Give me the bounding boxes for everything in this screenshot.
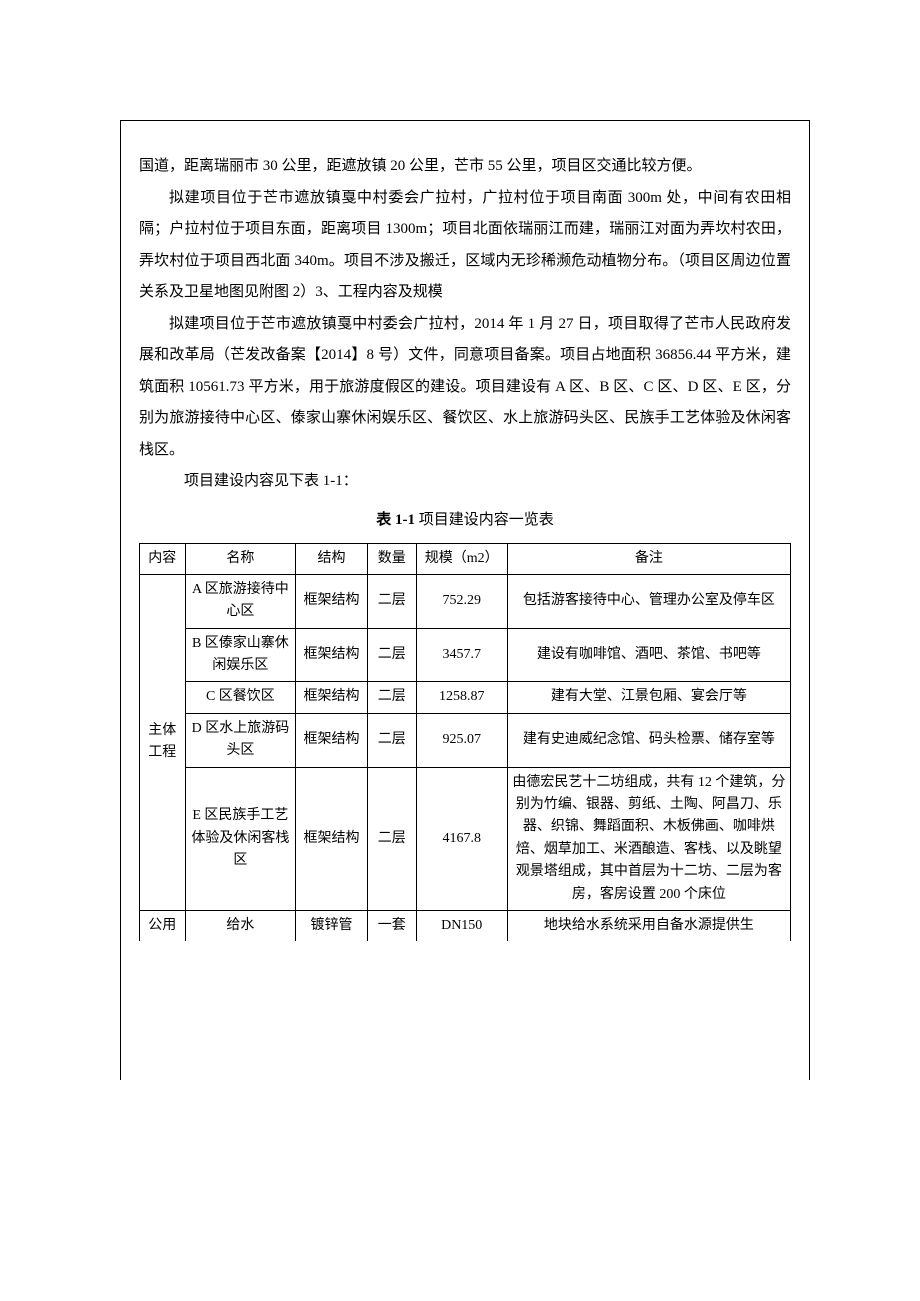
document-content-box: 国道，距离瑞丽市 30 公里，距遮放镇 20 公里，芒市 55 公里，项目区交通… — [120, 120, 810, 1080]
cell-qty: 二层 — [367, 713, 416, 767]
table-title-prefix: 表 1-1 — [376, 512, 419, 528]
cell-struct: 框架结构 — [296, 713, 368, 767]
cell-name: A 区旅游接待中心区 — [185, 574, 296, 628]
cell-struct: 框架结构 — [296, 682, 368, 713]
cell-scale: 752.29 — [416, 574, 507, 628]
cell-note: 地块给水系统采用自备水源提供生 — [507, 910, 790, 941]
cell-qty: 二层 — [367, 574, 416, 628]
cell-note: 建有史迪威纪念馆、码头检票、储存室等 — [507, 713, 790, 767]
table-title: 表 1-1 项目建设内容一览表 — [139, 508, 791, 529]
header-name: 名称 — [185, 543, 296, 574]
table-row: B 区傣家山寨休闲娱乐区 框架结构 二层 3457.7 建设有咖啡馆、酒吧、茶馆… — [140, 628, 791, 682]
header-structure: 结构 — [296, 543, 368, 574]
paragraph-4: 项目建设内容见下表 1-1： — [139, 466, 791, 498]
paragraph-3: 拟建项目位于芒市遮放镇戛中村委会广拉村，2014 年 1 月 27 日，项目取得… — [139, 309, 791, 467]
cell-qty: 二层 — [367, 628, 416, 682]
header-quantity: 数量 — [367, 543, 416, 574]
table-row: 主体工程 A 区旅游接待中心区 框架结构 二层 752.29 包括游客接待中心、… — [140, 574, 791, 628]
table-header-row: 内容 名称 结构 数量 规模（m2） 备注 — [140, 543, 791, 574]
paragraph-2: 拟建项目位于芒市遮放镇戛中村委会广拉村，广拉村位于项目南面 300m 处，中间有… — [139, 183, 791, 309]
paragraph-1: 国道，距离瑞丽市 30 公里，距遮放镇 20 公里，芒市 55 公里，项目区交通… — [139, 151, 791, 183]
header-note: 备注 — [507, 543, 790, 574]
table-row: D 区水上旅游码头区 框架结构 二层 925.07 建有史迪威纪念馆、码头检票、… — [140, 713, 791, 767]
cell-name: 给水 — [185, 910, 296, 941]
cell-name: B 区傣家山寨休闲娱乐区 — [185, 628, 296, 682]
group-main-project: 主体工程 — [140, 574, 186, 910]
cell-name: C 区餐饮区 — [185, 682, 296, 713]
cell-struct: 镀锌管 — [296, 910, 368, 941]
table-title-text: 项目建设内容一览表 — [419, 512, 554, 528]
cell-struct: 框架结构 — [296, 574, 368, 628]
cell-qty: 一套 — [367, 910, 416, 941]
table-row: 公用 给水 镀锌管 一套 DN150 地块给水系统采用自备水源提供生 — [140, 910, 791, 941]
project-construction-table: 内容 名称 结构 数量 规模（m2） 备注 主体工程 A 区旅游接待中心区 框架… — [139, 543, 791, 942]
cell-scale: 4167.8 — [416, 767, 507, 910]
cell-note: 建有大堂、江景包厢、宴会厅等 — [507, 682, 790, 713]
cell-scale: 3457.7 — [416, 628, 507, 682]
table-row: C 区餐饮区 框架结构 二层 1258.87 建有大堂、江景包厢、宴会厅等 — [140, 682, 791, 713]
cell-qty: 二层 — [367, 682, 416, 713]
cell-note: 建设有咖啡馆、酒吧、茶馆、书吧等 — [507, 628, 790, 682]
group-public: 公用 — [140, 910, 186, 941]
cell-qty: 二层 — [367, 767, 416, 910]
cell-struct: 框架结构 — [296, 628, 368, 682]
cell-name: E 区民族手工艺体验及休闲客栈区 — [185, 767, 296, 910]
table-row: E 区民族手工艺体验及休闲客栈区 框架结构 二层 4167.8 由德宏民艺十二坊… — [140, 767, 791, 910]
cell-name: D 区水上旅游码头区 — [185, 713, 296, 767]
cell-scale: 925.07 — [416, 713, 507, 767]
cell-struct: 框架结构 — [296, 767, 368, 910]
cell-note: 由德宏民艺十二坊组成，共有 12 个建筑，分别为竹编、银器、剪纸、土陶、阿昌刀、… — [507, 767, 790, 910]
header-scale: 规模（m2） — [416, 543, 507, 574]
header-content: 内容 — [140, 543, 186, 574]
cell-note: 包括游客接待中心、管理办公室及停车区 — [507, 574, 790, 628]
cell-scale: 1258.87 — [416, 682, 507, 713]
cell-scale: DN150 — [416, 910, 507, 941]
